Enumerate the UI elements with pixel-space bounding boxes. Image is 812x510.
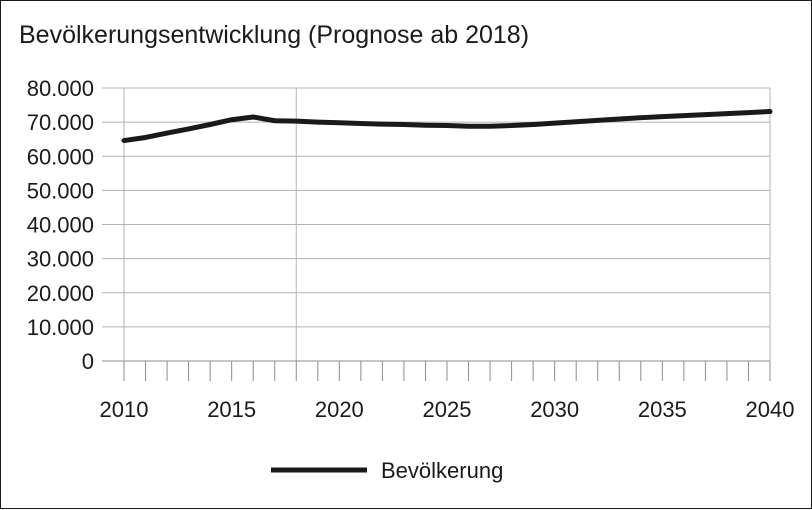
x-tick-label: 2035 — [638, 397, 687, 422]
x-tick-label: 2015 — [207, 397, 256, 422]
series-lines — [121, 109, 773, 144]
y-tick-label: 20.000 — [27, 281, 94, 306]
x-tick-label: 2030 — [530, 397, 579, 422]
chart-title: Bevölkerungsentwicklung (Prognose ab 201… — [19, 21, 530, 49]
y-tick-label: 0 — [82, 349, 94, 374]
y-tick-label: 40.000 — [27, 213, 94, 238]
y-tick-label: 60.000 — [27, 144, 94, 169]
legend: Bevölkerung — [271, 458, 503, 483]
axes — [102, 88, 771, 381]
y-tick-labels: 0 10.000 20.000 30.000 40.000 50.000 60.000 70.… — [27, 76, 94, 374]
y-tick-label: 50.000 — [27, 178, 94, 203]
y-tick-label: 30.000 — [27, 247, 94, 272]
x-tick-label: 2040 — [746, 397, 795, 422]
x-tick-label: 2025 — [423, 397, 472, 422]
y-tick-label: 70.000 — [27, 110, 94, 135]
y-tick-label: 80.000 — [27, 76, 94, 101]
x-tick-label: 2010 — [100, 397, 149, 422]
x-tick-label: 2020 — [315, 397, 364, 422]
x-tick-labels: 2010 2015 2020 2025 2030 2035 2040 — [100, 397, 795, 422]
series-line — [121, 109, 773, 144]
y-tick-label: 10.000 — [27, 315, 94, 340]
legend-label: Bevölkerung — [381, 458, 503, 483]
grid-lines — [102, 87, 771, 362]
